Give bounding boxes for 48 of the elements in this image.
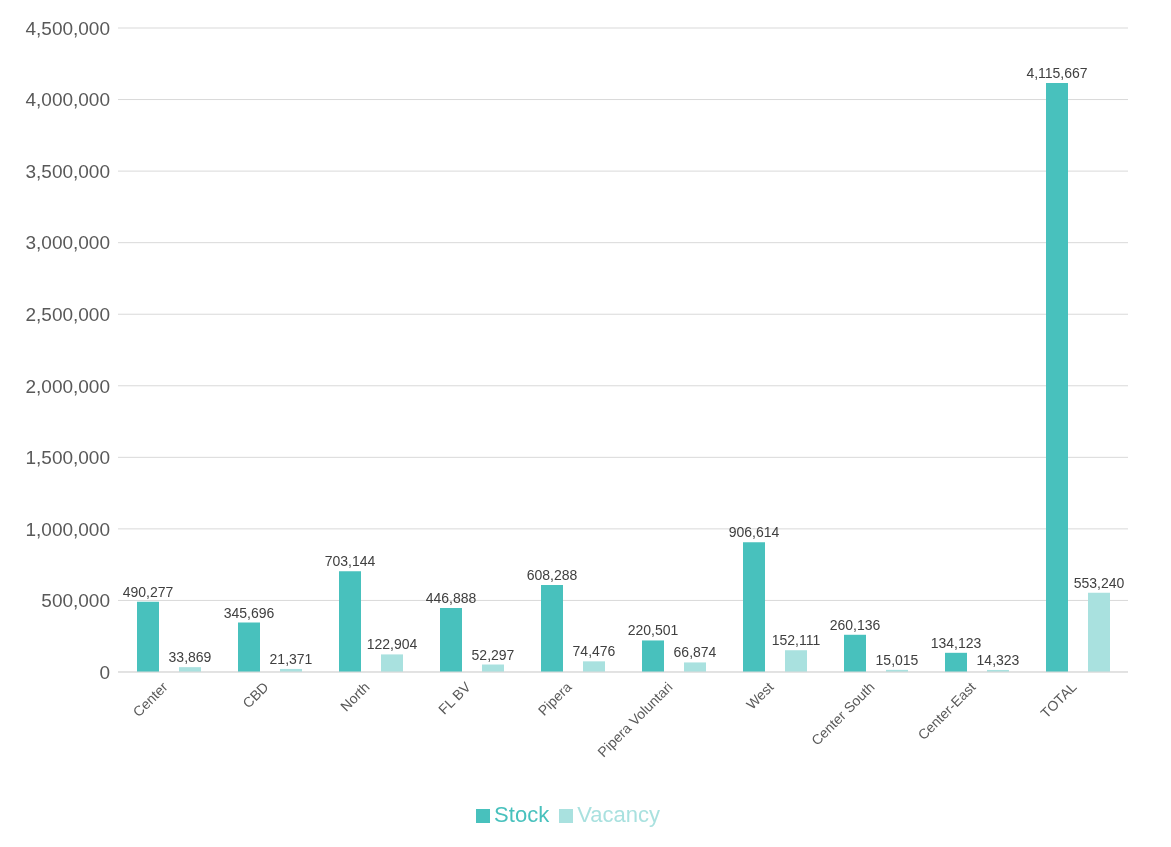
y-tick-label: 3,000,000 — [25, 232, 110, 254]
data-label: 122,904 — [366, 636, 418, 653]
y-tick-label: 2,000,000 — [25, 375, 110, 397]
bar — [541, 584, 563, 672]
bar — [583, 661, 605, 672]
data-label: 14,323 — [976, 651, 1020, 668]
data-label: 220,501 — [627, 622, 679, 639]
data-label: 553,240 — [1073, 574, 1125, 591]
data-label: 345,696 — [223, 604, 275, 621]
data-label: 21,371 — [269, 650, 313, 667]
data-label: 490,277 — [122, 583, 174, 600]
data-label: 906,614 — [728, 524, 780, 541]
bar — [238, 622, 260, 672]
data-label: 260,136 — [829, 616, 881, 633]
bar — [844, 634, 866, 672]
y-tick-label: 4,000,000 — [25, 89, 110, 111]
data-label: 66,874 — [673, 644, 717, 661]
bar — [137, 601, 159, 672]
bar — [381, 654, 403, 672]
data-label: 608,288 — [526, 566, 578, 583]
bar — [1088, 592, 1110, 672]
y-tick-label: 3,500,000 — [25, 160, 110, 182]
bar — [642, 640, 664, 672]
bar — [1046, 83, 1068, 672]
x-tick-label: FL BV — [435, 678, 475, 718]
bar — [743, 542, 765, 672]
bar — [945, 652, 967, 672]
bar — [440, 608, 462, 672]
bar — [684, 662, 706, 672]
y-tick-label: 1,500,000 — [25, 447, 110, 469]
data-label: 33,869 — [168, 649, 212, 666]
data-label: 134,123 — [930, 634, 982, 651]
y-tick-label: 0 — [99, 661, 110, 683]
y-tick-label: 2,500,000 — [25, 303, 110, 325]
data-label: 74,476 — [572, 643, 616, 660]
data-label: 703,144 — [324, 553, 376, 570]
data-label: 52,297 — [471, 646, 515, 663]
data-label: 4,115,667 — [1026, 65, 1088, 81]
y-tick-label: 500,000 — [41, 590, 110, 612]
legend-label: Vacancy — [577, 802, 660, 827]
data-label: 15,015 — [875, 651, 919, 668]
bar — [785, 650, 807, 672]
data-label: 152,111 — [771, 632, 821, 649]
bar — [339, 571, 361, 672]
legend-label: Stock — [494, 802, 550, 827]
data-label: 446,888 — [425, 590, 477, 607]
y-tick-label: 4,500,000 — [25, 17, 110, 39]
y-tick-label: 1,000,000 — [25, 518, 110, 540]
